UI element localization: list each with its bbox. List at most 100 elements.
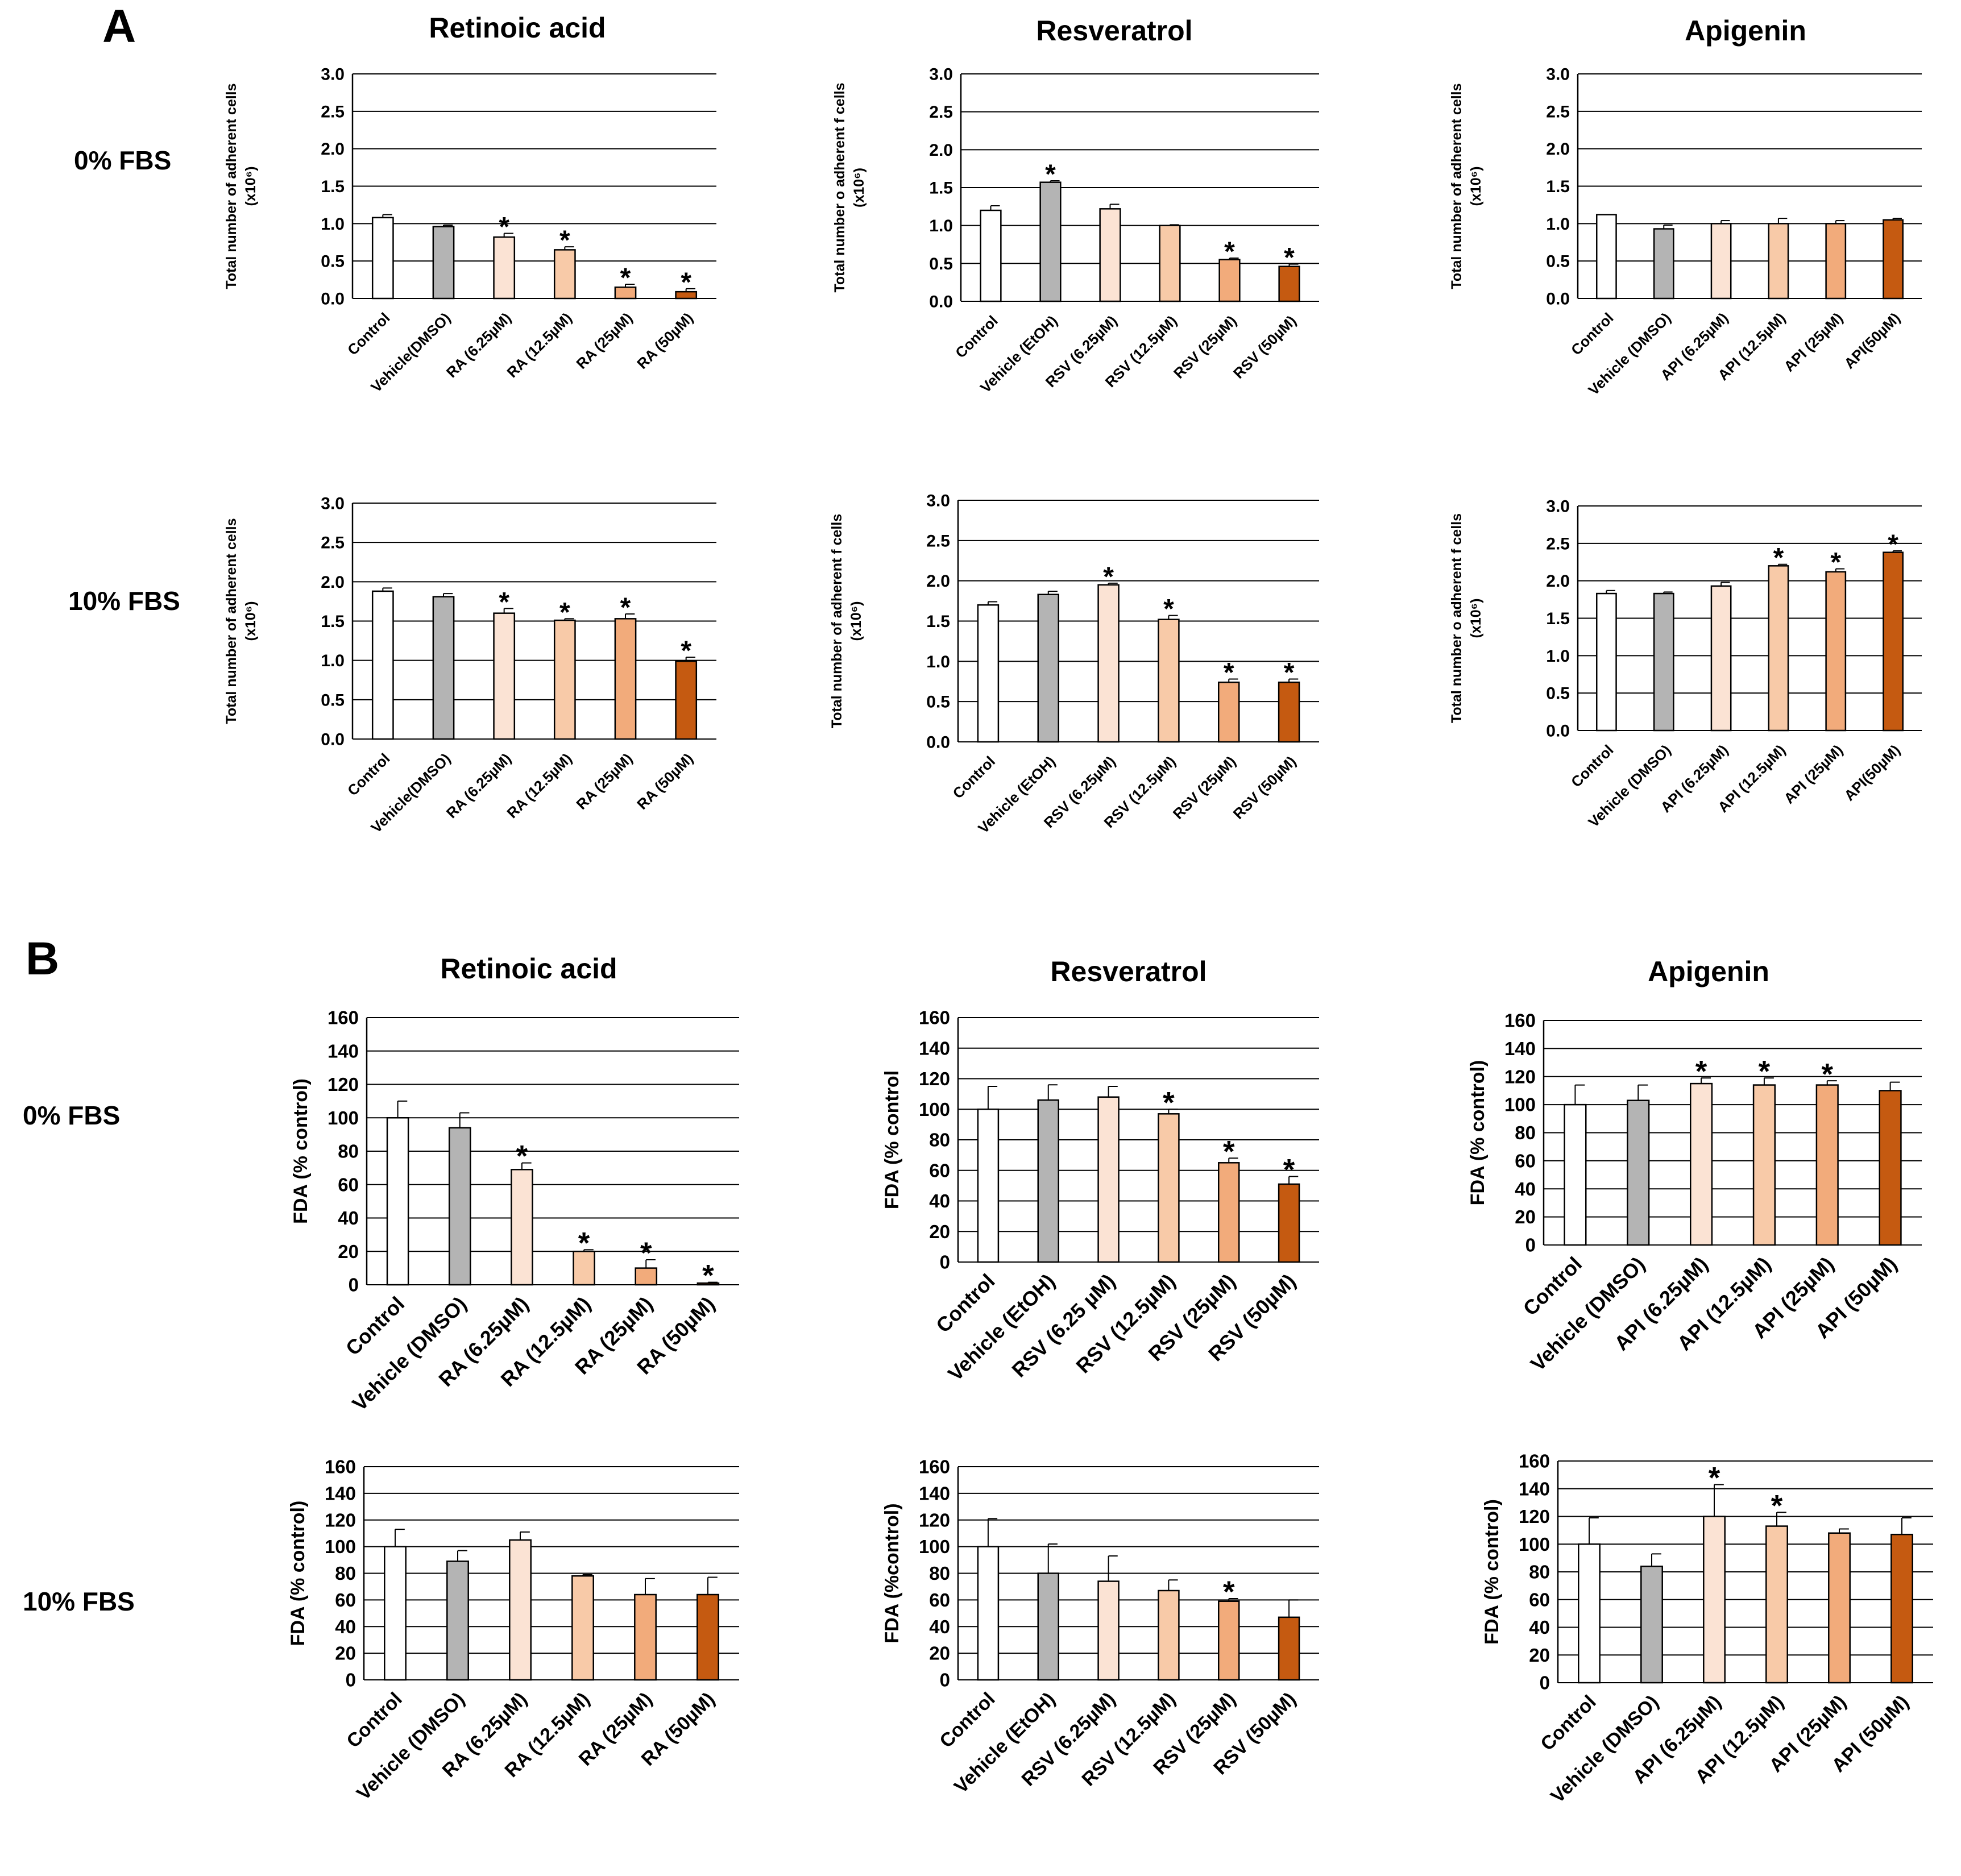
y-tick-label: 40 [1515,1178,1536,1200]
y-tick-label: 0.0 [321,731,345,749]
bar-6 [1883,551,1904,732]
significance-marker: * [578,1226,590,1260]
y-tick-label: 120 [919,1509,950,1530]
bar-5 [1825,223,1847,300]
y-axis-unit-label: (x10⁶) [243,167,259,206]
chart-a_ra_10: 0.0 0.5 1.0 1.5 2.0 2.5 3.0 Total number of adh… [223,495,716,836]
bar-3 [509,1539,532,1681]
bar-3 [493,612,516,740]
y-tick-label: 40 [929,1190,950,1211]
y-tick-label: 2.5 [321,102,345,121]
y-tick-label: 1.0 [929,217,953,235]
bar-5 [1218,1162,1240,1263]
significance-marker: * [499,587,509,617]
y-tick-label: 140 [919,1037,950,1059]
y-axis-label: FDA (% control) [290,1078,312,1224]
significance-marker: * [1888,530,1898,560]
y-tick-label: 80 [335,1563,356,1584]
bar-1 [371,590,394,740]
y-tick-label: 0.5 [929,255,953,273]
bar-2 [1037,593,1059,743]
y-tick-label: 100 [1519,1534,1550,1555]
y-tick-label: 60 [929,1160,950,1181]
bar-4 [553,619,576,740]
bar-1 [1578,1543,1601,1684]
bar-2 [1037,1099,1059,1263]
bar-1 [977,1109,1000,1263]
y-axis-label: FDA (% control [881,1070,903,1209]
y-tick-label: 3.0 [1546,65,1570,84]
y-tick-label: 0 [349,1275,359,1296]
y-tick-label: 0.0 [1546,290,1570,309]
bar-3 [1097,1580,1120,1681]
y-tick-label: 2.0 [929,141,953,160]
bar-3 [493,236,516,300]
significance-marker: * [1830,547,1841,578]
y-tick-label: 100 [327,1107,359,1128]
bar-2 [446,1560,469,1681]
bar-2 [432,226,455,300]
y-tick-label: 0.0 [1546,722,1570,741]
y-tick-label: 120 [1504,1066,1536,1087]
y-tick-label: 2.5 [929,103,953,122]
y-tick-label: 40 [929,1616,950,1637]
bar-1 [371,217,394,300]
bar-3 [511,1169,533,1286]
category-label: Control [1536,1691,1600,1755]
y-tick-label: 160 [919,1007,950,1028]
category-label: Control [1568,741,1617,791]
y-tick-label: 1.0 [1546,215,1570,234]
y-tick-label: 120 [1519,1506,1550,1527]
bar-5 [614,618,637,740]
y-tick-label: 0 [346,1670,356,1691]
y-axis-label: FDA (% control) [1481,1499,1503,1645]
y-axis-unit-label: (x10⁶) [243,601,259,641]
row-label-b-0fbs: 0% FBS [23,1101,121,1130]
y-tick-label: 80 [929,1130,950,1151]
y-tick-label: 0.5 [321,252,345,271]
chart-a_rsv_0: 0.0 0.5 1.0 1.5 2.0 2.5 3.0 Total number o adhe… [832,65,1319,396]
bar-3 [1703,1516,1726,1684]
bar-6 [1890,1533,1913,1684]
significance-marker: * [1771,1489,1783,1522]
bar-2 [1653,592,1674,732]
y-tick-label: 2.0 [1546,572,1570,591]
y-tick-label: 80 [1529,1562,1550,1583]
bar-6 [1278,681,1300,743]
bar-5 [1218,681,1240,743]
y-tick-label: 1.5 [321,612,345,631]
bar-6 [1883,219,1904,300]
y-tick-label: 80 [338,1141,359,1162]
y-tick-label: 120 [919,1068,950,1089]
column-title-b-ra: Retinoic acid [440,953,617,985]
y-tick-label: 2.5 [926,532,950,550]
significance-marker: * [640,1236,652,1270]
y-tick-label: 3.0 [929,65,953,84]
category-label: Control [950,753,999,802]
y-tick-label: 0.0 [929,293,953,312]
y-tick-label: 20 [1529,1645,1550,1666]
y-tick-label: 0.0 [321,290,345,309]
category-label: RSV (50µM) [1230,312,1300,382]
bar-4 [1158,1113,1180,1263]
category-label: Vehicle (DMSO) [353,1688,469,1805]
y-tick-label: 40 [1529,1617,1550,1638]
significance-marker: * [1163,1086,1175,1119]
bar-1 [977,1546,1000,1681]
significance-marker: * [1284,243,1295,273]
bar-4 [1752,1084,1776,1246]
y-tick-label: 1.5 [1546,609,1570,628]
bar-3 [1099,208,1121,302]
category-label: RA (6.25µM) [443,750,515,821]
row-label-b-10fbs: 10% FBS [23,1587,135,1616]
bar-3 [1689,1082,1713,1246]
bar-2 [1627,1099,1650,1246]
y-tick-label: 140 [1504,1038,1536,1059]
category-label: RSV (25µM) [1170,753,1239,823]
row-label-a-0fbs: 0% FBS [74,146,172,175]
bar-2 [1653,228,1674,300]
y-tick-label: 1.0 [926,653,950,671]
significance-marker: * [1224,658,1234,688]
bar-4 [571,1575,594,1681]
category-label: Vehicle (DMSO) [347,1292,471,1416]
